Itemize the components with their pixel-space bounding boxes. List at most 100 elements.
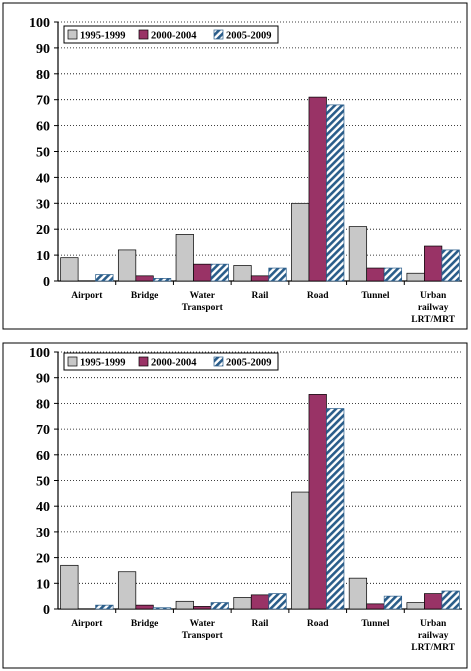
bar-2000-2004 bbox=[193, 263, 212, 282]
legend-swatch bbox=[213, 29, 224, 40]
bar-1995-1999 bbox=[60, 564, 79, 610]
x-tick-label: Urban bbox=[420, 291, 447, 301]
legend: 1995-1999 2000-2004 2005-2009 bbox=[63, 352, 279, 371]
y-tick-label: 60 bbox=[36, 449, 50, 464]
x-tick-label: Bridge bbox=[131, 291, 158, 301]
y-tick-label: 90 bbox=[36, 372, 50, 387]
bar-1995-1999 bbox=[406, 602, 425, 610]
bar-2005-2009 bbox=[326, 408, 345, 610]
bar-1995-1999 bbox=[60, 257, 79, 282]
bar-2005-2009 bbox=[95, 604, 114, 610]
bar-1995-1999 bbox=[291, 491, 310, 610]
bar-1995-1999 bbox=[117, 571, 137, 610]
legend-label: 2000-2004 bbox=[151, 31, 197, 42]
y-tick-label: 70 bbox=[36, 94, 50, 109]
bar-1995-1999 bbox=[348, 577, 368, 610]
legend-box bbox=[63, 25, 279, 44]
bar-2000-2004 bbox=[250, 594, 270, 610]
y-tick-label: 10 bbox=[36, 577, 50, 592]
y-tick-label: 70 bbox=[36, 423, 50, 438]
y-tick-label: 100 bbox=[29, 16, 50, 31]
y-tick-label: 0 bbox=[43, 275, 50, 290]
legend-box bbox=[63, 352, 279, 371]
x-tick-label: Water bbox=[190, 291, 216, 301]
bar-1995-1999 bbox=[348, 226, 368, 282]
chart-panel-bottom: 0 10 20 30 40 50 60 70 80 90 100 Airport Bridge Water… bbox=[0, 340, 471, 671]
y-tick-label: 40 bbox=[36, 500, 50, 515]
bar-1995-1999 bbox=[406, 272, 425, 282]
bar-2000-2004 bbox=[135, 275, 154, 282]
bar-2000-2004 bbox=[193, 606, 212, 610]
bar-2005-2009 bbox=[268, 267, 287, 282]
y-tick-label: 90 bbox=[36, 42, 50, 57]
chart-panel-top: 0 10 20 30 40 50 60 70 80 90 100 Airport Bridge Water… bbox=[0, 0, 471, 332]
x-tick-label: Rail bbox=[252, 619, 269, 629]
bar-2000-2004 bbox=[308, 96, 327, 282]
y-tick-label: 30 bbox=[36, 197, 50, 212]
x-tick-label: LRT/MRT bbox=[411, 643, 455, 653]
bar-2005-2009 bbox=[152, 607, 172, 610]
chart-frame bbox=[2, 2, 468, 330]
legend: 1995-1999 2000-2004 2005-2009 bbox=[63, 25, 279, 44]
legend-label: 2005-2009 bbox=[226, 31, 272, 42]
bar-2000-2004 bbox=[424, 245, 443, 282]
bar-chart-bottom: 0 10 20 30 40 50 60 70 80 90 100 Airport Bridge Water… bbox=[2, 342, 468, 669]
bar-2000-2004 bbox=[424, 593, 443, 610]
x-tick-label: Water bbox=[190, 619, 216, 629]
x-tick-label: Transport bbox=[182, 303, 224, 313]
bar-2005-2009 bbox=[383, 267, 403, 282]
y-tick-label: 30 bbox=[36, 526, 50, 541]
bar-2005-2009 bbox=[210, 263, 229, 282]
y-tick-label: 100 bbox=[29, 346, 50, 361]
y-tick-label: 0 bbox=[43, 603, 50, 618]
legend-swatch bbox=[138, 356, 149, 367]
bar-2005-2009 bbox=[268, 593, 287, 610]
y-tick-label: 20 bbox=[36, 223, 50, 238]
y-tick-label: 40 bbox=[36, 171, 50, 186]
x-tick-label: railway bbox=[418, 303, 449, 313]
bar-2005-2009 bbox=[441, 590, 460, 610]
x-tick-label: Tunnel bbox=[361, 619, 390, 629]
x-tick-label: Airport bbox=[71, 291, 103, 301]
legend-swatch bbox=[138, 29, 149, 40]
bar-2005-2009 bbox=[95, 274, 114, 282]
bar-2005-2009 bbox=[152, 278, 172, 282]
bar-2000-2004 bbox=[250, 275, 270, 282]
y-tick-label: 50 bbox=[36, 146, 50, 161]
bar-2000-2004 bbox=[366, 267, 385, 282]
bar-2005-2009 bbox=[210, 602, 229, 610]
bar-2000-2004 bbox=[135, 604, 154, 610]
bar-2005-2009 bbox=[326, 104, 345, 282]
x-tick-label: Transport bbox=[182, 631, 224, 641]
bar-2005-2009 bbox=[441, 249, 460, 282]
bar-1995-1999 bbox=[233, 597, 252, 610]
y-tick-label: 50 bbox=[36, 475, 50, 490]
legend-label: 1995-1999 bbox=[80, 358, 126, 369]
chart-frame bbox=[2, 342, 468, 669]
x-tick-label: Tunnel bbox=[361, 291, 390, 301]
x-tick-label: Rail bbox=[252, 291, 269, 301]
x-tick-label: railway bbox=[418, 631, 449, 641]
y-tick-label: 60 bbox=[36, 120, 50, 135]
x-tick-label: LRT/MRT bbox=[411, 315, 455, 325]
legend-label: 2000-2004 bbox=[151, 358, 197, 369]
bar-1995-1999 bbox=[175, 600, 194, 610]
y-tick-label: 80 bbox=[36, 397, 50, 412]
legend-label: 1995-1999 bbox=[80, 31, 126, 42]
legend-swatch bbox=[213, 356, 224, 367]
bar-2000-2004 bbox=[366, 603, 385, 610]
legend-label: 2005-2009 bbox=[226, 358, 272, 369]
x-tick-label: Road bbox=[307, 619, 329, 629]
y-tick-label: 10 bbox=[36, 249, 50, 264]
bar-1995-1999 bbox=[117, 249, 137, 282]
bar-chart-top: 0 10 20 30 40 50 60 70 80 90 100 Airport Bridge Water… bbox=[2, 2, 468, 330]
bar-2005-2009 bbox=[383, 595, 403, 610]
x-tick-label: Airport bbox=[71, 619, 103, 629]
x-tick-label: Urban bbox=[420, 619, 447, 629]
y-tick-label: 80 bbox=[36, 68, 50, 83]
bar-1995-1999 bbox=[291, 202, 310, 282]
x-tick-label: Road bbox=[307, 291, 329, 301]
x-tick-label: Bridge bbox=[131, 619, 158, 629]
bar-1995-1999 bbox=[233, 265, 252, 282]
y-tick-label: 20 bbox=[36, 552, 50, 567]
